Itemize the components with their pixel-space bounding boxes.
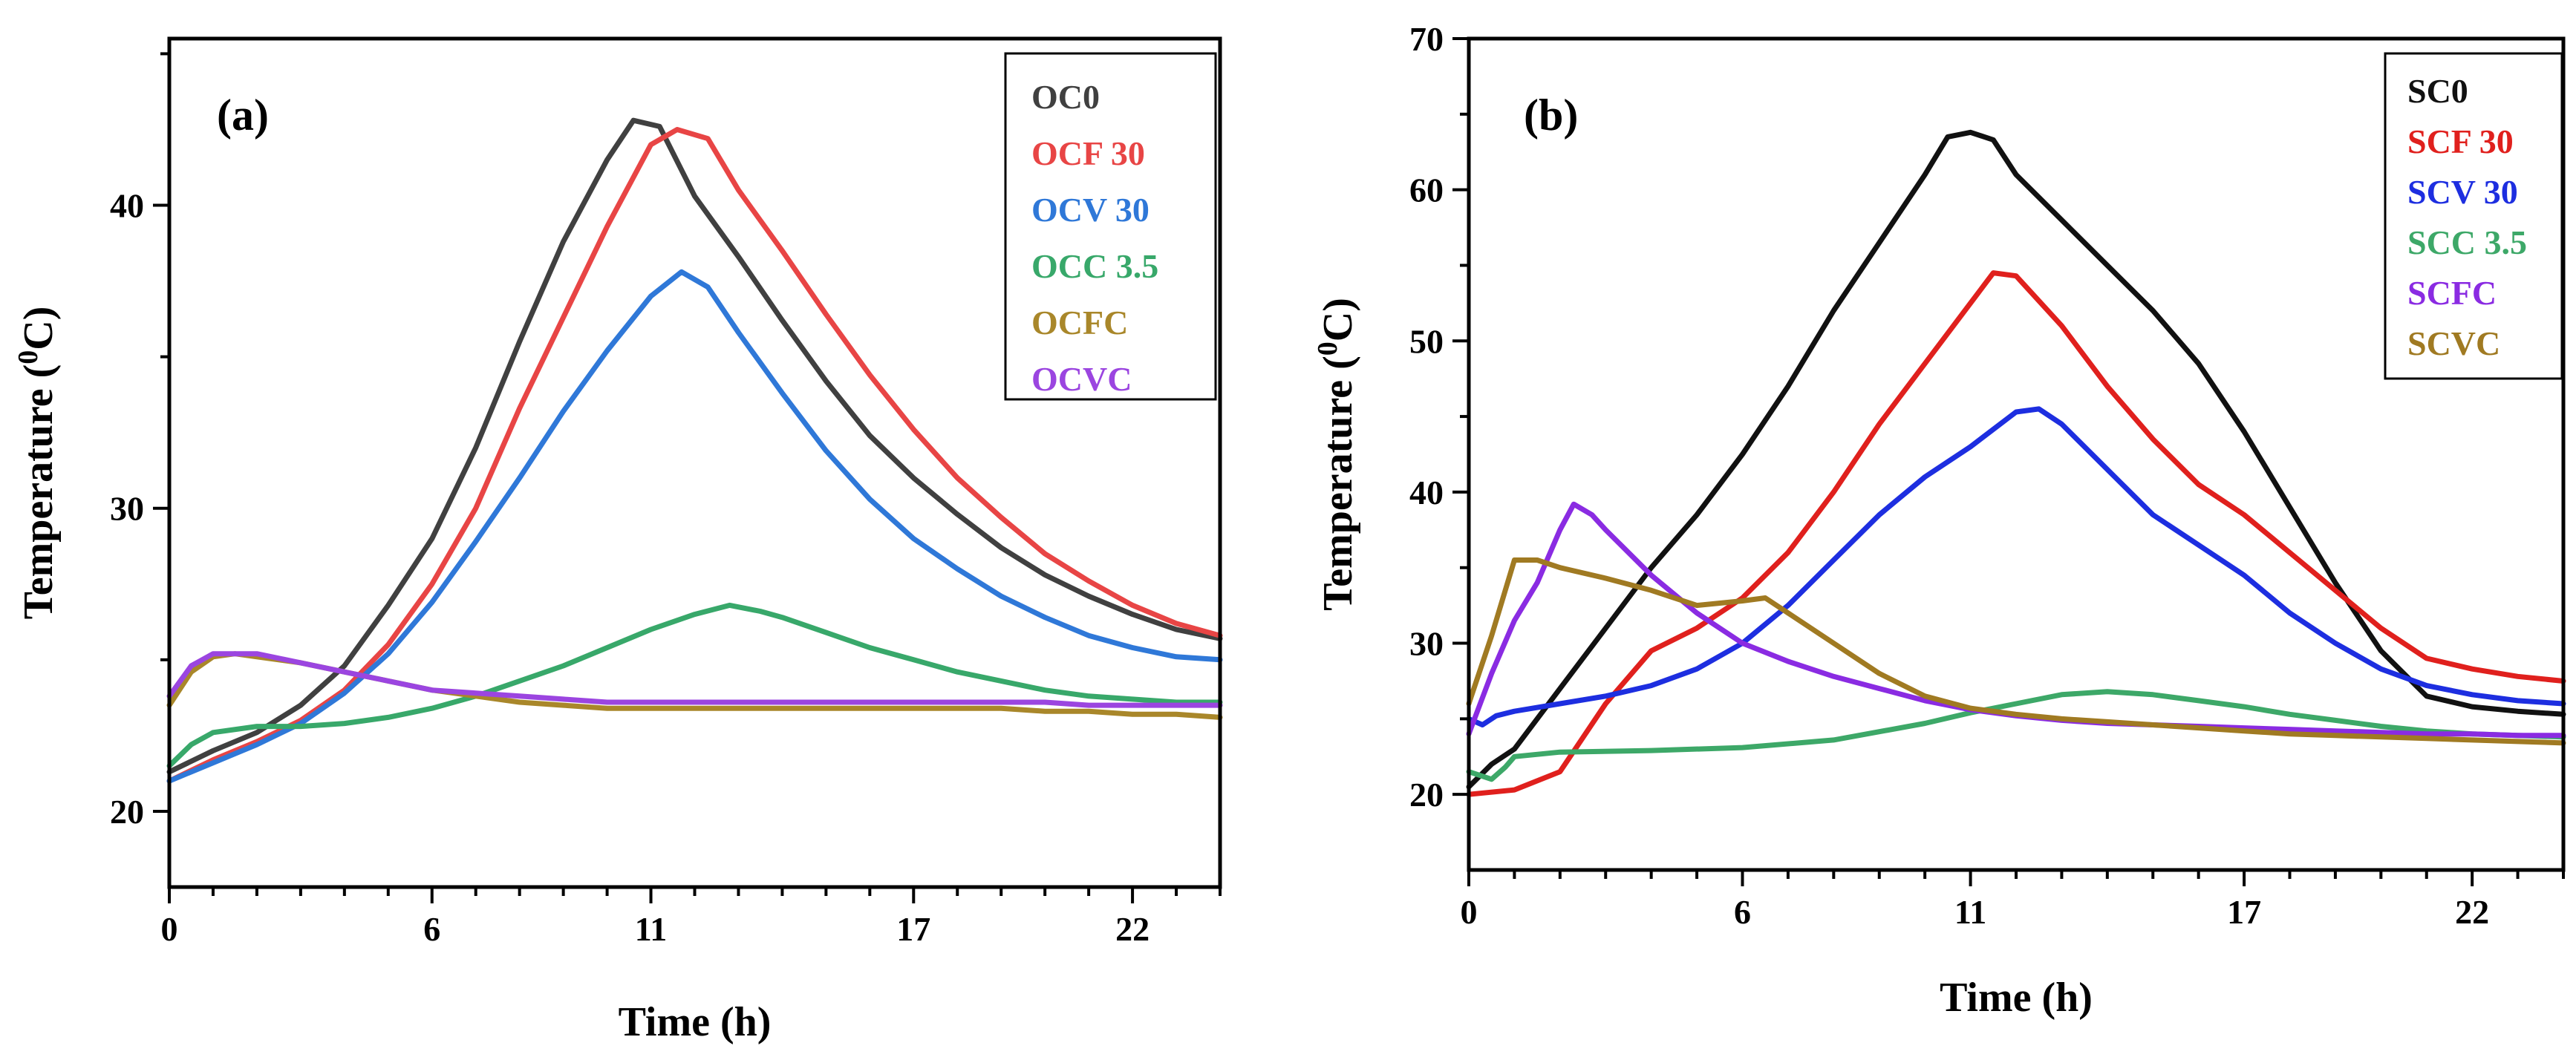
x-tick-label: 17 — [896, 910, 930, 948]
series-line-scfc — [1466, 501, 2566, 739]
y-tick-label: 30 — [1409, 625, 1444, 663]
legend: OC0 OCF 30 OCV 30 OCC 3.5 OCFC OCVC — [1004, 52, 1217, 401]
legend-entry: SCF 30 — [2407, 122, 2514, 160]
y-tick-label: 40 — [1409, 474, 1444, 511]
legend-entry: OCC 3.5 — [1031, 247, 1158, 285]
series-line-scvc — [1466, 557, 2566, 746]
y-axis-title: Temperature (0C) — [13, 307, 62, 620]
series-line-scf-30 — [1466, 270, 2566, 797]
y-tick-label: 60 — [1409, 171, 1444, 209]
series-line-sc0 — [1466, 129, 2566, 790]
series-line-ocvc — [166, 651, 1223, 708]
series-line-scv-30 — [1466, 406, 2566, 727]
y-tick-label: 30 — [110, 490, 144, 528]
legend-entry: OC0 — [1031, 78, 1100, 116]
legend-entry: SCV 30 — [2407, 173, 2518, 211]
y-axis-title: Temperature (0C) — [1312, 298, 1361, 611]
series-line-ocf-30 — [166, 127, 1223, 784]
x-axis-title: Time (h) — [619, 999, 772, 1045]
x-tick-label: 11 — [635, 910, 667, 948]
series-line-oc0 — [166, 117, 1223, 775]
y-tick-label: 50 — [1409, 322, 1444, 360]
x-tick-label: 0 — [1461, 893, 1478, 931]
series-line-scc-3-5 — [1466, 689, 2566, 782]
x-tick-label: 22 — [2455, 893, 2489, 931]
x-tick-label: 6 — [423, 910, 440, 948]
y-tick-label: 40 — [110, 187, 144, 225]
panel-label: (b) — [1524, 91, 1578, 140]
legend-entry: SC0 — [2407, 72, 2468, 110]
legend-entry: OCFC — [1031, 304, 1128, 341]
x-tick-label: 17 — [2227, 893, 2261, 931]
chart-panel-b: 0 6 11 17 22 20 30 40 50 60 70 Time (h) Temperature … — [1312, 20, 2566, 1021]
y-tick-label: 70 — [1409, 20, 1444, 58]
x-tick-label: 0 — [161, 910, 178, 948]
legend-entry: OCF 30 — [1031, 134, 1145, 172]
chart-panel-a: 0 6 11 17 22 20 30 40 Time (h) Temperature (0C) (a… — [13, 36, 1223, 1045]
y-tick-label: 20 — [1409, 776, 1444, 814]
legend-entry: SCFC — [2407, 274, 2497, 312]
series-line-ocv-30 — [166, 269, 1223, 784]
x-axis-title: Time (h) — [1940, 975, 2093, 1021]
legend-entry: OCVC — [1031, 360, 1132, 398]
x-tick-label: 6 — [1734, 893, 1751, 931]
legend-entry: SCVC — [2407, 324, 2500, 362]
panel-label: (a) — [217, 91, 269, 140]
legend-box — [1004, 52, 1217, 401]
legend: SC0 SCF 30 SCV 30 SCC 3.5 SCFC SCVC — [2384, 52, 2563, 380]
legend-entry: OCV 30 — [1031, 191, 1150, 229]
x-tick-label: 22 — [1115, 910, 1150, 948]
legend-entry: SCC 3.5 — [2407, 223, 2527, 261]
x-tick-label: 11 — [1954, 893, 1986, 931]
y-tick-label: 20 — [110, 793, 144, 831]
series-line-occ-3-5 — [166, 602, 1223, 769]
legend-box — [2384, 52, 2563, 380]
